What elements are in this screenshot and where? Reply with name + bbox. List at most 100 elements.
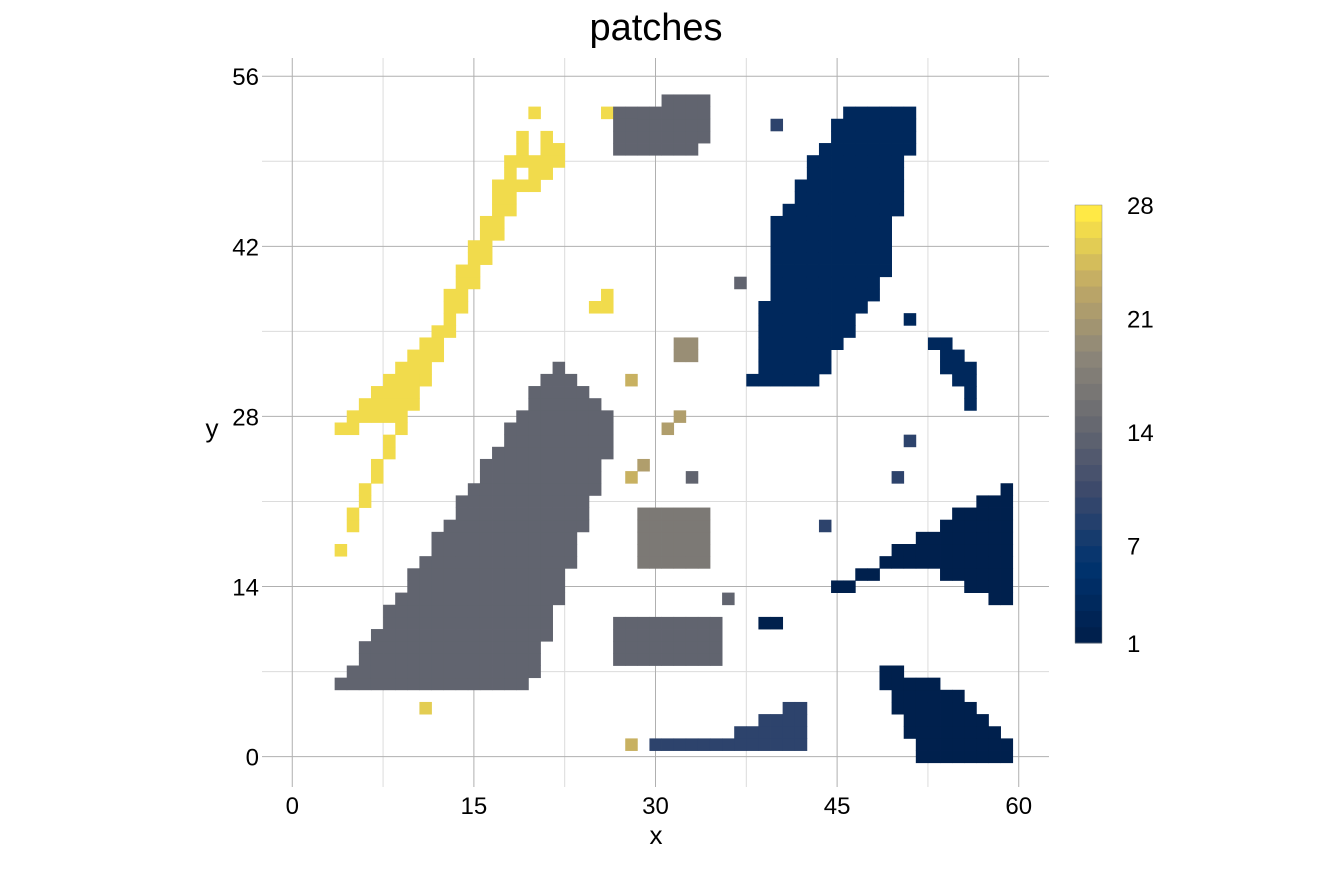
heatmap-cell — [964, 386, 977, 399]
heatmap-cell — [770, 616, 784, 630]
heatmap-cell — [879, 264, 892, 278]
heatmap-cell — [431, 568, 445, 581]
heatmap-cell — [528, 653, 541, 666]
heatmap-cell — [867, 228, 880, 241]
heatmap-cell — [552, 531, 566, 545]
heatmap-cell — [855, 215, 868, 229]
heatmap-cell — [431, 641, 445, 654]
heatmap-cell — [467, 264, 481, 278]
heatmap-cell — [516, 471, 529, 484]
heatmap-cell — [661, 519, 675, 533]
heatmap-cell — [516, 568, 529, 581]
heatmap-cell — [891, 167, 905, 180]
heatmap-cell — [952, 726, 965, 739]
heatmap-cell — [637, 556, 650, 569]
heatmap-cell — [927, 714, 941, 727]
heatmap-cell — [492, 568, 505, 581]
heatmap-cell — [927, 738, 941, 751]
heatmap-cell — [540, 616, 553, 630]
heatmap-cell — [806, 179, 820, 193]
heatmap-cell — [770, 714, 784, 727]
heatmap-cell — [685, 519, 699, 533]
heatmap-cell — [649, 106, 662, 120]
legend-color-step — [1075, 545, 1102, 563]
heatmap-cell — [770, 726, 784, 739]
heatmap-cell — [879, 191, 892, 205]
heatmap-cell — [455, 629, 469, 642]
heatmap-cell — [516, 604, 529, 618]
heatmap-cell — [564, 398, 578, 411]
heatmap-cell — [964, 580, 977, 593]
heatmap-cell — [709, 653, 723, 666]
heatmap-cell — [734, 276, 747, 290]
heatmap-cell — [552, 483, 566, 496]
heatmap-cell — [443, 519, 457, 533]
heatmap-cell — [867, 191, 880, 205]
heatmap-cell — [831, 240, 844, 253]
heatmap-cell — [673, 337, 687, 350]
heatmap-cell — [455, 592, 469, 606]
heatmap-cell — [504, 592, 517, 606]
heatmap-cell — [843, 203, 856, 217]
heatmap-cell — [770, 361, 784, 375]
y-tick-label: 42 — [232, 234, 259, 261]
heatmap-cell — [419, 568, 432, 581]
heatmap-cell — [516, 556, 529, 569]
heatmap-cell — [576, 458, 590, 472]
heatmap-cell — [697, 544, 711, 557]
heatmap-cell — [504, 507, 517, 521]
heatmap-cell — [782, 301, 796, 314]
heatmap-cell — [843, 155, 856, 168]
heatmap-cell — [479, 568, 493, 581]
heatmap-cell — [782, 203, 796, 217]
heatmap-cell — [467, 616, 481, 630]
heatmap-cell — [806, 313, 820, 326]
heatmap-cell — [516, 665, 529, 679]
heatmap-cell — [976, 714, 989, 727]
heatmap-cell — [794, 701, 808, 715]
heatmap-cell — [576, 422, 590, 436]
heatmap-cell — [528, 386, 541, 399]
heatmap-cell — [891, 191, 905, 205]
heatmap-cell — [576, 434, 590, 448]
heatmap-cell — [952, 531, 965, 545]
heatmap-cell — [843, 228, 856, 241]
heatmap-cell — [673, 653, 687, 666]
heatmap-cell — [564, 471, 578, 484]
heatmap-cell — [370, 629, 384, 642]
heatmap-cell — [770, 276, 784, 290]
heatmap-cell — [370, 665, 384, 679]
heatmap-cell — [528, 167, 541, 180]
heatmap-cell — [818, 191, 832, 205]
heatmap-cell — [964, 738, 977, 751]
heatmap-cell — [625, 738, 638, 751]
heatmap-cell — [976, 738, 989, 751]
heatmap-cell — [952, 361, 965, 375]
heatmap-cell — [794, 288, 808, 302]
heatmap-cell — [540, 592, 553, 606]
heatmap-cell — [419, 604, 432, 618]
heatmap-cell — [782, 373, 796, 387]
heatmap-cell — [818, 240, 832, 253]
heatmap-cell — [419, 616, 432, 630]
heatmap-cell — [601, 106, 614, 120]
heatmap-cell — [709, 641, 723, 654]
heatmap-cell — [867, 130, 880, 144]
heatmap-cell — [794, 349, 808, 363]
heatmap-cell — [637, 641, 650, 654]
heatmap-cell — [952, 556, 965, 569]
heatmap-cell — [661, 507, 675, 521]
heatmap-cell — [383, 410, 396, 423]
heatmap-cell — [492, 531, 505, 545]
heatmap-cell — [661, 653, 675, 666]
heatmap-cell — [940, 349, 953, 363]
heatmap-cell — [504, 155, 517, 168]
heatmap-cell — [782, 288, 796, 302]
heatmap-cell — [794, 240, 808, 253]
heatmap-cell — [843, 264, 856, 278]
heatmap-cell — [504, 616, 517, 630]
chart-title: patches — [589, 7, 722, 49]
heatmap-cell — [637, 130, 650, 144]
heatmap-cell — [516, 519, 529, 533]
heatmap-cell — [709, 738, 723, 751]
